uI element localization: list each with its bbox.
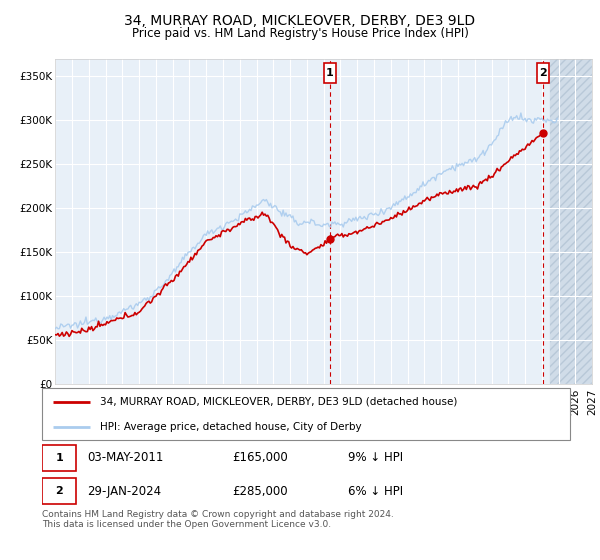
FancyBboxPatch shape [42, 478, 76, 504]
FancyBboxPatch shape [42, 388, 570, 440]
Text: 1: 1 [55, 453, 63, 463]
Text: £285,000: £285,000 [232, 485, 288, 498]
Text: 34, MURRAY ROAD, MICKLEOVER, DERBY, DE3 9LD: 34, MURRAY ROAD, MICKLEOVER, DERBY, DE3 … [124, 14, 476, 28]
Text: Price paid vs. HM Land Registry's House Price Index (HPI): Price paid vs. HM Land Registry's House … [131, 27, 469, 40]
Text: Contains HM Land Registry data © Crown copyright and database right 2024.
This d: Contains HM Land Registry data © Crown c… [42, 510, 394, 529]
Text: 34, MURRAY ROAD, MICKLEOVER, DERBY, DE3 9LD (detached house): 34, MURRAY ROAD, MICKLEOVER, DERBY, DE3 … [100, 396, 457, 407]
Text: 03-MAY-2011: 03-MAY-2011 [87, 451, 163, 464]
FancyBboxPatch shape [538, 63, 549, 82]
Text: 2: 2 [539, 68, 547, 78]
FancyBboxPatch shape [42, 445, 76, 471]
Text: £165,000: £165,000 [232, 451, 288, 464]
Text: 1: 1 [326, 68, 334, 78]
Bar [550, 59, 592, 384]
Text: 6% ↓ HPI: 6% ↓ HPI [348, 485, 403, 498]
Text: 29-JAN-2024: 29-JAN-2024 [87, 485, 161, 498]
Text: HPI: Average price, detached house, City of Derby: HPI: Average price, detached house, City… [100, 422, 362, 432]
Text: 2: 2 [55, 486, 63, 496]
Bar [550, 59, 592, 384]
Text: 9% ↓ HPI: 9% ↓ HPI [348, 451, 403, 464]
FancyBboxPatch shape [324, 63, 336, 82]
